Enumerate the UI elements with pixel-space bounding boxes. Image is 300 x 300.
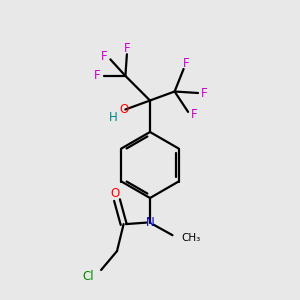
Text: N: N <box>146 216 154 229</box>
Text: F: F <box>183 56 189 70</box>
Text: F: F <box>201 86 208 100</box>
Text: F: F <box>94 69 101 82</box>
Text: O: O <box>119 103 128 116</box>
Text: CH₃: CH₃ <box>182 232 201 243</box>
Text: F: F <box>101 50 108 63</box>
Text: Cl: Cl <box>82 269 94 283</box>
Text: O: O <box>110 187 119 200</box>
Text: F: F <box>191 108 197 122</box>
Text: F: F <box>124 42 130 56</box>
Text: H: H <box>108 111 117 124</box>
